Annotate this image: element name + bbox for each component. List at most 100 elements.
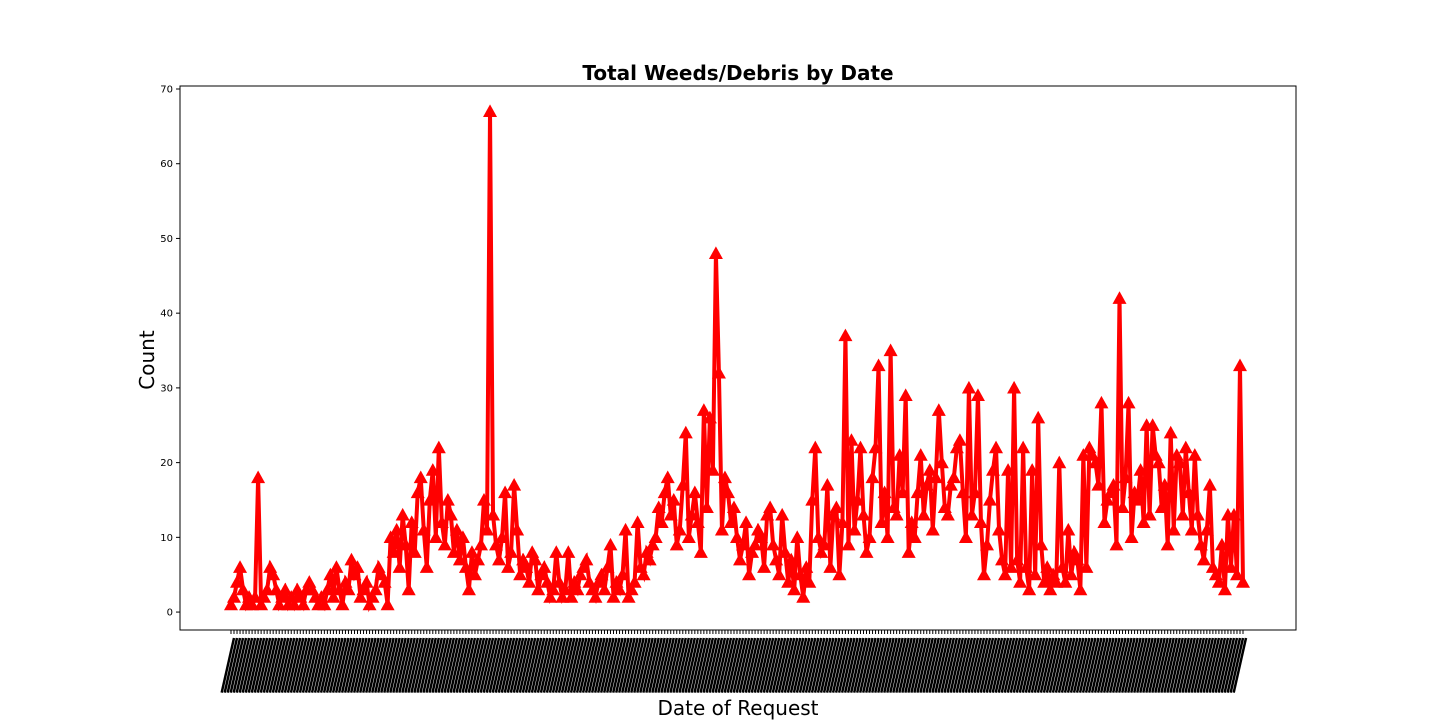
x-tick-label: [467, 637, 483, 693]
x-tick-label: [816, 637, 832, 693]
x-tick-label: [241, 637, 257, 693]
x-tick-label: [377, 637, 392, 693]
x-tick-label: [952, 637, 968, 693]
x-tick-label: [596, 637, 612, 693]
data-point: [832, 567, 847, 581]
x-tick-label: [220, 637, 236, 693]
data-point: [1064, 567, 1079, 581]
x-tick-label: [1114, 637, 1130, 693]
x-tick-label: [955, 637, 971, 693]
x-tick-label: [349, 637, 365, 693]
data-point: [787, 582, 802, 596]
data-point: [510, 522, 525, 536]
x-tick-label: [509, 637, 525, 693]
x-tick-label: [889, 637, 904, 693]
data-point: [847, 522, 862, 536]
x-tick-label: [1057, 637, 1073, 693]
x-tick-label: [253, 637, 269, 693]
x-tick-label: [840, 637, 856, 693]
data-point: [275, 590, 290, 603]
data-point: [808, 440, 823, 454]
x-tick-label: [916, 637, 931, 693]
data-point: [470, 552, 485, 566]
data-point: [1136, 515, 1151, 528]
data-point: [778, 545, 793, 558]
data-point: [967, 485, 982, 499]
x-tick-label: [1133, 637, 1148, 693]
x-tick-label: [988, 637, 1004, 693]
data-point: [1112, 291, 1127, 304]
data-point: [404, 515, 419, 528]
data-point: [383, 530, 398, 543]
plot-area: [224, 104, 1250, 613]
x-tick-label: [633, 637, 648, 693]
data-point: [1052, 455, 1067, 469]
data-point: [772, 567, 787, 581]
data-point: [591, 575, 606, 588]
x-tick-label: [1175, 637, 1190, 693]
data-point: [919, 478, 934, 491]
x-tick-label: [428, 637, 444, 693]
data-point: [992, 522, 1007, 536]
x-tick-label: [1166, 637, 1181, 693]
data-point: [434, 515, 449, 528]
x-tick-label: [1078, 637, 1094, 693]
data-point: [362, 597, 377, 611]
x-tick-label: [807, 637, 823, 693]
x-tick-label: [479, 637, 495, 693]
x-tick-label: [852, 637, 868, 693]
x-tick-label: [907, 637, 922, 693]
data-point: [720, 485, 735, 499]
x-tick-label: [1018, 637, 1034, 693]
x-tick-label: [789, 637, 805, 693]
y-tick-label: 0: [167, 608, 173, 619]
data-point: [1223, 560, 1238, 573]
data-point: [1094, 395, 1109, 409]
data-point: [386, 545, 401, 558]
x-tick-label: [512, 637, 528, 693]
x-tick-label: [828, 637, 844, 693]
x-tick-label: [825, 637, 841, 693]
data-point: [561, 545, 576, 558]
data-point: [690, 515, 705, 528]
x-tick-label: [1190, 637, 1206, 693]
data-point: [579, 552, 594, 566]
data-point: [416, 522, 431, 536]
x-tick-label: [795, 637, 811, 693]
data-point: [413, 470, 428, 484]
data-point: [931, 403, 946, 416]
x-tick-label: [1108, 637, 1124, 693]
x-tick-label: [777, 637, 793, 693]
data-point: [880, 530, 895, 543]
data-point: [799, 560, 814, 573]
x-tick-label: [871, 637, 886, 693]
data-point: [666, 492, 681, 506]
data-point: [763, 500, 778, 514]
x-tick-label: [991, 637, 1007, 693]
data-point: [377, 575, 392, 588]
x-tick-label: [1096, 637, 1112, 693]
data-point: [769, 552, 784, 566]
data-point: [326, 590, 341, 603]
data-point: [976, 567, 991, 581]
x-tick-label: [895, 637, 910, 693]
x-tick-label: [819, 637, 835, 693]
data-point: [287, 597, 302, 611]
data-point: [272, 597, 287, 611]
data-point: [507, 478, 522, 491]
x-tick-label: [714, 637, 730, 693]
data-point: [687, 485, 702, 499]
x-tick-label: [310, 637, 326, 693]
x-tick-label: [247, 637, 263, 693]
data-point: [871, 358, 886, 372]
x-tick-label: [672, 637, 688, 693]
x-tick-label: [1145, 637, 1160, 693]
x-tick-label: [383, 637, 398, 693]
x-tick-label: [874, 637, 889, 693]
data-point: [359, 575, 374, 588]
x-tick-label: [602, 637, 618, 693]
data-point: [1076, 448, 1091, 461]
data-point: [395, 507, 410, 521]
data-point: [1163, 425, 1178, 439]
x-tick-label: [1021, 637, 1037, 693]
